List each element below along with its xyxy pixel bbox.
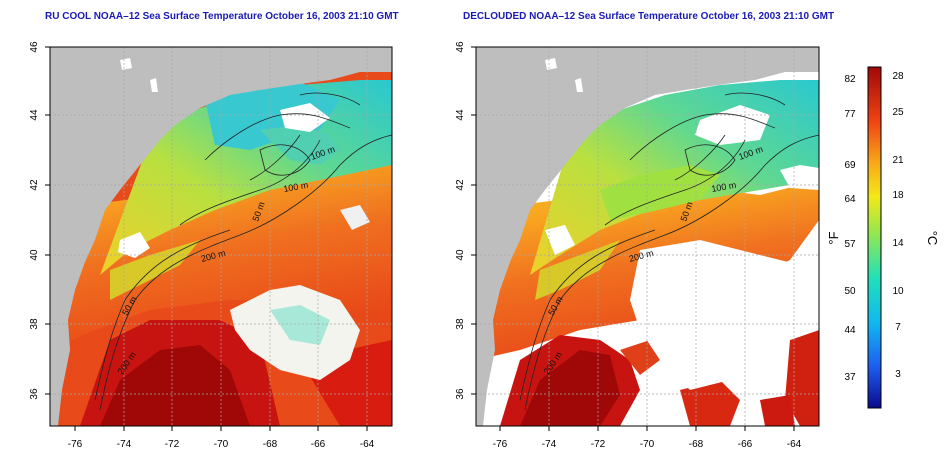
right-panel-title: DECLOUDED NOAA–12 Sea Surface Temperatur… <box>463 11 835 22</box>
right-map-panel: 100 m 100 m 50 m 200 m 50 m 200 m -76 -7… <box>455 41 820 450</box>
f-tick-label: 37 <box>844 372 856 383</box>
c-tick-label: 18 <box>892 190 904 201</box>
left-y-tick-label: 36 <box>29 388 40 400</box>
left-y-tick-label: 44 <box>29 109 40 121</box>
c-tick-label: 7 <box>895 322 901 333</box>
left-y-tick-label: 46 <box>29 41 40 53</box>
left-land-mask <box>50 47 392 426</box>
right-declouded-gaps <box>545 105 819 400</box>
left-x-tick-label: -68 <box>263 439 278 450</box>
right-x-tick-label: -64 <box>787 439 802 450</box>
left-x-tick-label: -70 <box>214 439 229 450</box>
right-y-axis: 46 44 42 40 38 36 <box>455 41 476 400</box>
right-y-tick-label: 42 <box>455 179 466 191</box>
colorbar: 82 77 69 64 57 50 44 37 28 25 21 18 14 1… <box>826 66 940 409</box>
right-land-mask <box>476 47 819 426</box>
f-tick-label: 57 <box>844 239 856 250</box>
c-tick-label: 10 <box>892 286 904 297</box>
left-x-tick-label: -72 <box>165 439 180 450</box>
left-y-axis: 46 44 42 40 38 36 <box>29 41 50 400</box>
left-x-tick-label: -64 <box>360 439 375 450</box>
right-x-tick-label: -66 <box>738 439 753 450</box>
right-y-tick-label: 38 <box>455 318 466 330</box>
right-contour-label: 100 m <box>711 180 737 194</box>
colorbar-celsius-ticks: 28 25 21 18 14 10 7 3 <box>892 71 904 380</box>
right-x-tick-label: -68 <box>689 439 704 450</box>
left-y-tick-label: 38 <box>29 318 40 330</box>
left-isobaths <box>94 92 393 411</box>
c-tick-label: 21 <box>892 155 904 166</box>
right-x-tick-label: -74 <box>542 439 557 450</box>
c-tick-label: 14 <box>892 238 904 249</box>
c-tick-label: 3 <box>895 369 901 380</box>
right-y-tick-label: 46 <box>455 41 466 53</box>
left-x-tick-label: -66 <box>311 439 326 450</box>
right-x-axis: -76 -74 -72 -70 -68 -66 -64 <box>493 426 802 450</box>
fahrenheit-unit-label: °F <box>826 231 841 244</box>
left-panel-title: RU COOL NOAA–12 Sea Surface Temperature … <box>45 11 399 22</box>
f-tick-label: 77 <box>844 109 856 120</box>
right-y-tick-label: 40 <box>455 249 466 261</box>
colorbar-fahrenheit-ticks: 82 77 69 64 57 50 44 37 <box>844 74 856 383</box>
right-grid <box>476 47 819 426</box>
celsius-unit-label: °C <box>925 231 940 246</box>
left-x-axis: -76 -74 -72 -70 -68 -66 -64 <box>68 426 375 450</box>
c-tick-label: 28 <box>892 71 904 82</box>
left-y-tick-label: 40 <box>29 249 40 261</box>
colorbar-gradient <box>867 66 882 409</box>
c-tick-label: 25 <box>892 107 904 118</box>
right-y-tick-label: 36 <box>455 388 466 400</box>
right-x-tick-label: -70 <box>640 439 655 450</box>
left-x-tick-label: -74 <box>117 439 132 450</box>
right-x-tick-label: -72 <box>591 439 606 450</box>
f-tick-label: 50 <box>844 286 856 297</box>
left-y-tick-label: 42 <box>29 179 40 191</box>
left-cloud-patches <box>118 103 370 380</box>
left-contour-label: 100 m <box>283 180 309 194</box>
right-isobaths <box>519 92 820 411</box>
f-tick-label: 44 <box>844 325 856 336</box>
right-x-tick-label: -76 <box>493 439 508 450</box>
f-tick-label: 64 <box>844 194 856 205</box>
right-y-tick-label: 44 <box>455 109 466 121</box>
f-tick-label: 69 <box>844 160 856 171</box>
left-map-panel: 100 m 100 m 50 m 200 m 50 m 200 m -76 -7… <box>29 41 393 450</box>
f-tick-label: 82 <box>844 74 856 85</box>
left-grid <box>50 47 392 426</box>
left-x-tick-label: -76 <box>68 439 83 450</box>
